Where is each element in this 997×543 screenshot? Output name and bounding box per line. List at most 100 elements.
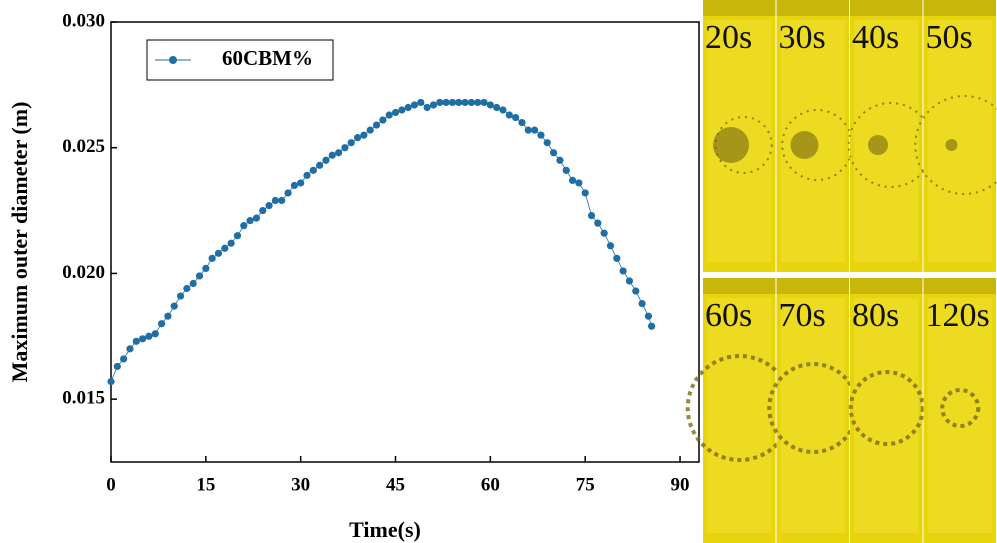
data-point — [322, 156, 330, 164]
data-point — [189, 279, 197, 288]
data-point — [259, 206, 267, 215]
data-point — [379, 116, 387, 124]
photo-label: 50s — [926, 19, 973, 56]
data-point — [398, 106, 406, 114]
data-point — [429, 101, 438, 109]
data-point — [562, 166, 570, 174]
y-tick-label: 0.020 — [62, 262, 105, 283]
data-point — [316, 161, 324, 169]
data-point — [164, 312, 172, 320]
x-axis-title: Time(s) — [349, 517, 421, 542]
data-point — [410, 101, 419, 109]
data-point — [442, 98, 450, 107]
data-point — [297, 179, 305, 187]
data-point — [600, 229, 608, 237]
data-point — [505, 111, 513, 119]
photo-label: 30s — [779, 19, 826, 56]
y-tick-label: 0.030 — [62, 10, 105, 31]
data-point — [467, 98, 475, 107]
legend-marker — [169, 56, 177, 64]
photo-rim — [776, 0, 849, 16]
droplet-core — [945, 139, 958, 151]
data-point — [202, 264, 210, 272]
x-tick-label: 60 — [481, 474, 500, 495]
data-point — [512, 113, 520, 122]
photo-panel: 120s — [923, 278, 996, 543]
data-point — [176, 292, 185, 300]
data-point — [524, 126, 532, 134]
data-point — [587, 212, 596, 220]
data-point — [271, 196, 279, 205]
photo-rim — [776, 278, 849, 294]
data-point — [575, 179, 583, 187]
data-point — [335, 149, 343, 157]
droplet-core — [790, 131, 819, 159]
data-point — [480, 98, 488, 107]
data-point — [240, 222, 248, 230]
photo-rim — [850, 278, 923, 294]
photo-panel: 80s — [848, 278, 925, 543]
data-point — [328, 151, 336, 159]
data-point — [474, 98, 482, 107]
x-tick-label: 45 — [386, 474, 405, 495]
data-point — [120, 355, 128, 363]
photo-label: 40s — [852, 19, 899, 56]
y-axis-title: Maximum outer diameter (m) — [7, 102, 32, 383]
data-point — [568, 176, 577, 184]
data-point — [278, 196, 286, 205]
y-tick-label: 0.015 — [62, 388, 105, 409]
data-point — [341, 144, 349, 152]
data-point — [404, 103, 412, 112]
data-point — [126, 345, 134, 353]
data-point — [625, 277, 634, 285]
data-point — [391, 108, 400, 117]
x-tick-label: 15 — [196, 474, 215, 495]
data-point — [423, 103, 431, 112]
data-point — [493, 103, 501, 112]
data-point — [461, 98, 469, 107]
data-point — [132, 337, 140, 345]
data-point — [531, 126, 539, 134]
x-tick-label: 75 — [576, 474, 595, 495]
droplet-ring — [848, 370, 925, 446]
x-tick-label: 90 — [671, 474, 690, 495]
data-point — [644, 312, 653, 320]
droplet-core — [713, 127, 749, 163]
data-point — [347, 139, 355, 147]
data-point — [372, 121, 381, 129]
photo-center — [927, 20, 992, 262]
data-point — [360, 131, 368, 139]
data-point — [499, 106, 507, 114]
photo-label: 20s — [705, 19, 752, 56]
data-point — [537, 131, 545, 139]
data-point — [518, 118, 526, 127]
data-point — [455, 98, 463, 107]
photo-panel: 70s — [767, 278, 860, 543]
data-point — [214, 249, 223, 257]
photo-panel: 20s — [703, 0, 776, 272]
data-point — [183, 284, 191, 293]
data-point — [145, 332, 153, 340]
data-point — [385, 111, 393, 119]
photo-rim — [703, 278, 776, 294]
data-point — [366, 126, 374, 134]
y-tick-label: 0.025 — [62, 136, 105, 157]
data-point — [613, 254, 621, 262]
series-line — [110, 101, 652, 382]
data-point — [581, 189, 589, 197]
x-tick-label: 0 — [106, 474, 116, 495]
data-point — [486, 101, 494, 109]
data-point — [309, 166, 317, 174]
x-tick-label: 30 — [291, 474, 310, 495]
data-point — [556, 156, 564, 164]
data-point — [233, 232, 242, 240]
photo-label: 60s — [705, 297, 752, 334]
data-point — [436, 98, 444, 107]
photo-center — [927, 298, 992, 533]
photo-label: 120s — [926, 297, 990, 334]
photo-rim — [703, 0, 776, 16]
data-point — [353, 134, 362, 142]
data-point — [448, 98, 457, 107]
data-point — [139, 335, 147, 343]
